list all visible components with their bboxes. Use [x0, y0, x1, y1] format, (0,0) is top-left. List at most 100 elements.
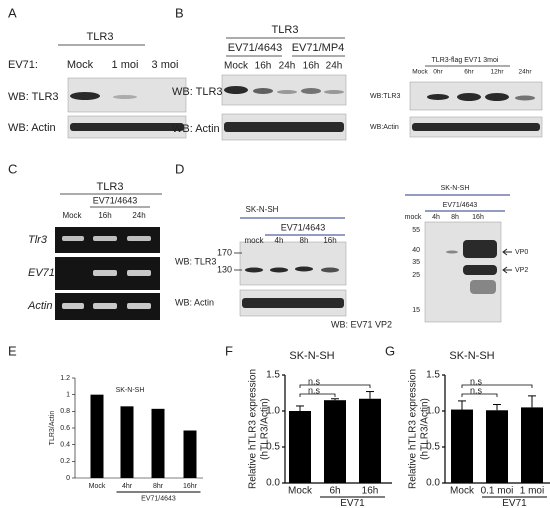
- panel-letter: E: [8, 343, 17, 358]
- bar: [90, 394, 104, 478]
- group-label: EV71/4643: [141, 495, 176, 502]
- lane-label: 16h: [472, 214, 484, 221]
- band: [127, 270, 151, 276]
- lane-label: 16h: [255, 61, 272, 72]
- lane-label: 3 moi: [152, 59, 179, 71]
- lane-label: 16h: [98, 211, 111, 220]
- panel-letter: D: [175, 161, 184, 176]
- band: [295, 266, 313, 272]
- band: [485, 93, 509, 101]
- band: [463, 265, 497, 275]
- band: [412, 123, 540, 131]
- annotation: n.s: [470, 376, 483, 386]
- significance-bracket: [299, 393, 336, 397]
- y-tick-label: 1.0: [426, 406, 440, 417]
- x-tick-label: Mock: [450, 486, 475, 497]
- lane-label: 1 moi: [112, 59, 139, 71]
- y-tick-label: 0.0: [266, 478, 280, 489]
- panel-letter: B: [175, 5, 184, 20]
- y-tick-label: 1.5: [266, 370, 280, 381]
- mw-marker: 15: [412, 307, 420, 314]
- band: [93, 236, 117, 241]
- mw-marker: 55: [412, 227, 420, 234]
- y-tick-label: 0.5: [266, 442, 280, 453]
- blot-label: WB: TLR3: [172, 86, 223, 98]
- group-label: EV71/MP4: [292, 42, 345, 54]
- band: [127, 303, 151, 309]
- y-tick-label: 0.0: [426, 478, 440, 489]
- chart-title: SK-N-SH: [289, 350, 334, 362]
- band: [224, 86, 248, 94]
- y-tick-label: 1.5: [426, 370, 440, 381]
- lane-label: Mock: [224, 61, 249, 72]
- bar: [183, 430, 197, 478]
- panel-letter: A: [8, 5, 17, 20]
- lane-label: 24hr: [518, 69, 532, 76]
- band: [93, 303, 117, 309]
- band: [127, 236, 151, 241]
- y-tick-label: 0: [66, 475, 70, 482]
- blot-label: WB: Actin: [175, 297, 214, 307]
- blot-label: WB: EV71 VP2: [331, 319, 392, 329]
- significance-bracket: [461, 384, 533, 388]
- group-label: EV71/4643: [93, 195, 138, 205]
- band: [253, 88, 273, 94]
- band: [301, 88, 321, 94]
- band: [457, 93, 481, 101]
- lane-label: mock: [244, 236, 264, 245]
- lane-label: 24h: [279, 61, 296, 72]
- blot-label: WB: Actin: [172, 123, 220, 135]
- lane-label: 0hr: [433, 69, 443, 76]
- significance-bracket: [299, 384, 371, 388]
- x-tick-label: 0.1 moi: [481, 486, 514, 497]
- bar: [521, 407, 543, 483]
- header: TLR3: [97, 181, 124, 193]
- band: [70, 123, 184, 131]
- band: [113, 95, 137, 99]
- band: [463, 240, 497, 258]
- x-tick-label: Mock: [89, 483, 106, 490]
- lane-label: 4h: [275, 236, 284, 245]
- lane-label: Mock: [62, 211, 82, 220]
- header: SK-N-SH: [246, 205, 279, 214]
- group-label: EV71: [502, 498, 527, 508]
- lane-label: Mock: [67, 59, 94, 71]
- lane-label: Mock: [412, 69, 428, 76]
- group-label: EV71/4643: [228, 42, 282, 54]
- mw-marker: 40: [412, 247, 420, 254]
- panel-letter: G: [385, 343, 395, 358]
- mw-marker: 35: [412, 259, 420, 266]
- header: TLR3: [272, 24, 299, 36]
- bar: [451, 409, 473, 483]
- y-tick-label: 0.4: [60, 442, 70, 449]
- y-tick-label: 1.2: [60, 375, 70, 382]
- lane-label: 24h: [132, 211, 145, 220]
- lane-label: 24h: [326, 61, 343, 72]
- row-label: Actin: [27, 300, 52, 312]
- band: [93, 270, 117, 276]
- band: [470, 280, 496, 294]
- blot-label: WB: TLR3: [175, 256, 216, 266]
- y-tick-label: 0.2: [60, 458, 70, 465]
- band: [70, 92, 100, 100]
- blot-label: WB:TLR3: [370, 93, 400, 100]
- band: [446, 250, 458, 254]
- y-tick-label: 0.6: [60, 425, 70, 432]
- blot: [239, 241, 347, 286]
- lane-label: 16h: [323, 236, 336, 245]
- x-tick-label: 1 moi: [520, 486, 544, 497]
- mw-marker: 170: [217, 247, 232, 257]
- lane-label: 8h: [300, 236, 309, 245]
- row-label: Tlr3: [28, 234, 48, 246]
- lane-label: mock: [405, 214, 422, 221]
- lane-label: 6hr: [464, 69, 474, 76]
- band: [324, 90, 344, 94]
- x-tick-label: 6h: [329, 486, 340, 497]
- bar: [324, 400, 346, 483]
- band: [515, 95, 535, 101]
- chart-title: SK-N-SH: [116, 387, 145, 394]
- y-axis-label: (hTLR3/Actin): [260, 398, 271, 460]
- annotation: n.s: [308, 385, 321, 395]
- chart-title: SK-N-SH: [449, 350, 494, 362]
